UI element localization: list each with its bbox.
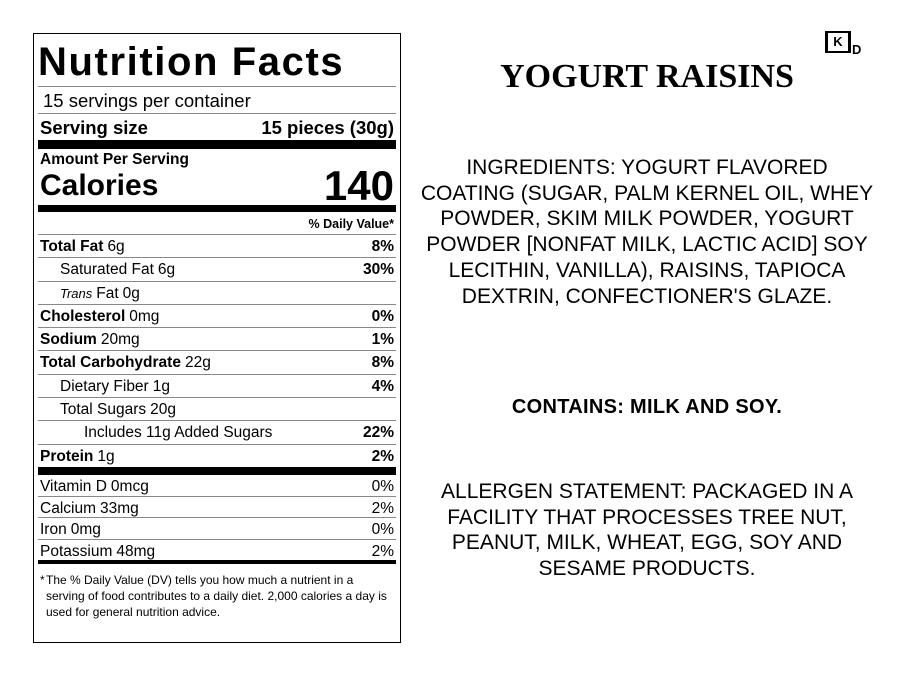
nutrient-name: Potassium [40, 542, 113, 560]
rule [38, 560, 396, 565]
amount-per-serving: Amount Per Serving [40, 151, 189, 168]
nutrient-row: Calcium 33mg 2% [38, 497, 396, 519]
nutrient-row: Includes 11g Added Sugars 22% [38, 421, 396, 445]
calories-label: Calories [40, 169, 159, 202]
daily-value: 0% [371, 307, 394, 325]
nutrient-name-group: Cholesterol 0mg [40, 305, 159, 327]
footnote-mark: * [40, 573, 45, 588]
nutrient-name-group: Protein 1g [40, 445, 115, 467]
nutrient-name-group: Calcium 33mg [40, 497, 139, 518]
nutrient-name-group: Saturated Fat 6g [60, 258, 175, 280]
calories: 140 [323, 162, 394, 209]
nutrient-row: Total Carbohydrate 22g 8% [38, 351, 396, 375]
daily-value: 30% [362, 261, 394, 279]
nutrient-row: Saturated Fat 6g 30% [38, 258, 396, 282]
nutrient-amount: 20mg [100, 331, 140, 349]
daily-value: 2% [371, 542, 394, 560]
serving-size-row: Serving size 15 pieces (30g) [38, 114, 396, 140]
nutrient-name: Calcium [40, 499, 96, 517]
daily-value: 2% [371, 499, 394, 517]
nutrient-row: Iron 0mg 0% [38, 518, 396, 540]
nutrient-row: Sodium 20mg 1% [38, 328, 396, 352]
kosher-d: D [852, 42, 862, 57]
footnote: * The % Daily Value (DV) tells you how m… [38, 564, 396, 620]
nutrient-name-group: Sodium 20mg [40, 328, 140, 350]
label-title: Nutrition Facts [38, 34, 396, 87]
daily-value: 8% [371, 354, 394, 372]
nutrient-row: Vitamin D 0mcg 0% [38, 475, 396, 497]
nutrient-amount: 0g [122, 284, 140, 302]
nutrient-name-group: Trans Fat 0g [60, 282, 140, 304]
nutrient-name-group: Potassium 48mg [40, 540, 155, 561]
nutrient-name: Dietary Fiber [60, 377, 149, 395]
allergen-statement: ALLERGEN STATEMENT: PACKAGED IN A FACILI… [441, 480, 853, 581]
nutrient-name: Includes 11g Added Sugars [84, 424, 273, 442]
nutrition-label: Nutrition Facts 15 servings per containe… [33, 33, 401, 643]
dv-header: % Daily Value* [38, 212, 396, 235]
daily-value: 2% [371, 447, 394, 465]
nutrient-name-group: Total Carbohydrate 22g [40, 351, 211, 373]
nutrient-name: Saturated Fat [60, 261, 154, 279]
nutrient-row: Total Sugars 20g [38, 398, 396, 422]
nutrient-amount: 0mg [70, 521, 101, 539]
daily-value: 22% [362, 424, 394, 442]
nutrient-row: Dietary Fiber 1g 4% [38, 375, 396, 399]
calories-row: Calories 140 [38, 162, 396, 209]
daily-value: 4% [371, 377, 394, 395]
nutrient-amount: 1g [152, 377, 170, 395]
rule [38, 140, 396, 149]
nutrient-name: Vitamin D [40, 477, 107, 495]
nutrient-row: Potassium 48mg 2% [38, 540, 396, 561]
nutrient-row: Total Fat 6g 8% [38, 235, 396, 259]
contains: CONTAINS: MILK AND SOY. [511, 396, 783, 418]
nutrient-row: Cholesterol 0mg 0% [38, 305, 396, 329]
daily-value: 0% [371, 521, 394, 539]
nutrient-name: Cholesterol [40, 307, 126, 325]
daily-value: 0% [371, 477, 394, 495]
nutrient-name: Iron [40, 521, 67, 539]
nutrient-name: Sodium [40, 331, 97, 349]
nutrient-amount: 6g [107, 238, 125, 255]
rule [38, 205, 396, 212]
nutrient-name: Fat [96, 284, 119, 302]
vitamins: Vitamin D 0mcg 0% Calcium 33mg 2% Iron 0mg 0% Pot… [38, 475, 396, 560]
nutrients: Total Fat 6g 8% Saturated Fat 6g 30% Trans Fat 0… [38, 235, 396, 467]
nutrient-amount: 1g [97, 447, 115, 465]
rule [38, 466, 396, 475]
nutrient-amount: 22g [184, 354, 211, 372]
nutrient-name-group: Vitamin D 0mcg [40, 475, 149, 496]
nutrient-row: Protein 1g 2% [38, 445, 396, 467]
nutrient-name-group: Dietary Fiber 1g [60, 375, 170, 397]
nutrient-amount: 33mg [99, 499, 139, 517]
nutrient-amount: 48mg [116, 542, 156, 560]
nutrient-name: Total Sugars [60, 401, 147, 419]
nutrient-name-group: Includes 11g Added Sugars [84, 421, 272, 443]
nutrient-amount: 0mcg [110, 477, 149, 495]
nutrient-row: Trans Fat 0g [38, 282, 396, 305]
nutrient-name-group: Total Sugars 20g [60, 398, 176, 420]
nutrient-name: Protein [40, 447, 94, 465]
product-title: YOGURT RAISINS [500, 58, 794, 95]
nutrient-amount: 6g [157, 261, 176, 279]
daily-value: 8% [371, 238, 394, 255]
nutrient-name-group: Total Fat 6g [40, 235, 125, 257]
nutrient-name-italic: Trans [60, 285, 93, 301]
ingredients: INGREDIENTS: YOGURT FLAVORED COATING (SU… [420, 156, 874, 308]
kosher-k: K [825, 31, 851, 53]
footnote-text: The % Daily Value (DV) tells you how muc… [46, 573, 387, 620]
serving-size: 15 pieces (30g) [261, 117, 394, 138]
nutrient-name: Total Carbohydrate [40, 354, 181, 372]
serving-size-label: Serving size [40, 117, 148, 138]
servings: 15 servings per container [38, 87, 396, 114]
nutrient-amount: 20g [150, 401, 177, 419]
nutrient-name-group: Iron 0mg [40, 518, 101, 539]
kosher-symbol: KD [825, 31, 861, 57]
daily-value: 1% [371, 331, 394, 349]
nutrient-amount: 0mg [129, 307, 160, 325]
nutrient-name: Total Fat [40, 238, 104, 255]
